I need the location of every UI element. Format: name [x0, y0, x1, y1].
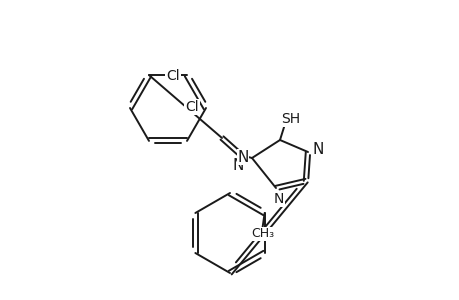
Text: N: N	[273, 192, 284, 206]
Text: Cl: Cl	[185, 100, 198, 114]
Text: N: N	[237, 149, 248, 164]
Text: N: N	[232, 158, 243, 172]
Text: CH₃: CH₃	[251, 227, 274, 241]
Text: SH: SH	[281, 112, 300, 126]
Text: Cl: Cl	[166, 69, 179, 83]
Text: N: N	[312, 142, 323, 157]
